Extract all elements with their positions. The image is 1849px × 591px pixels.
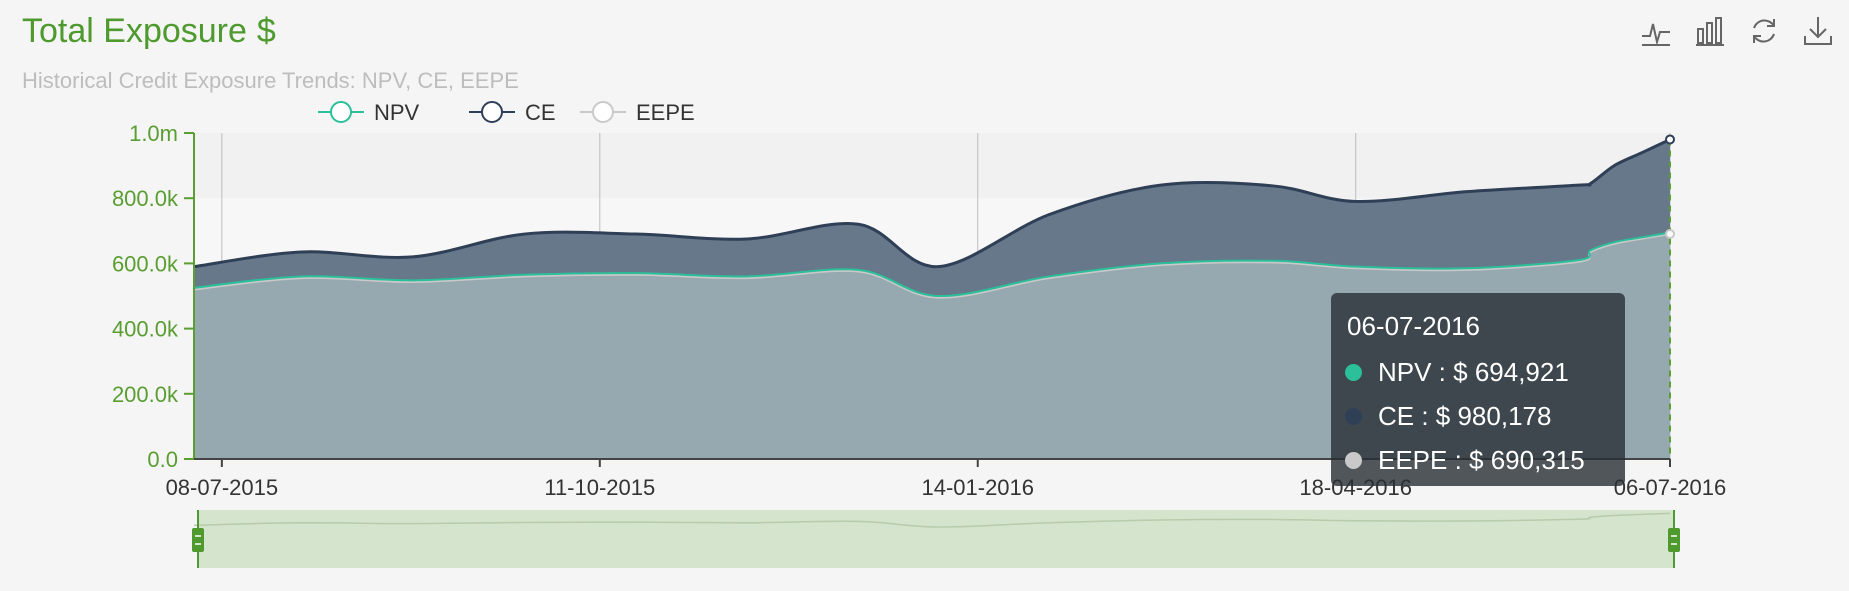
- tooltip-row-eepe: EEPE : $ 690,315: [1341, 445, 1585, 476]
- ce-series-line: [193, 138, 1671, 269]
- page-title: Total Exposure $: [22, 12, 276, 50]
- chart-toolbar: [1639, 14, 1835, 48]
- tooltip: 06-07-2016 NPV : $ 694,921 CE : $ 980,17…: [1331, 293, 1625, 486]
- tooltip-row-ce: CE : $ 980,178: [1341, 401, 1551, 432]
- x-tick-label-1: 11-10-2015: [544, 475, 655, 500]
- chart-subtitle: Historical Credit Exposure Trends: NPV, …: [22, 68, 519, 93]
- legend-npv-label: NPV: [374, 100, 420, 125]
- npv-dot: [1345, 364, 1362, 381]
- plot-band: [194, 133, 1670, 199]
- eepe-hover-marker: [1665, 228, 1675, 239]
- y-tick-label-2: 400.0k: [112, 317, 179, 342]
- ce-hover-marker: [1665, 134, 1675, 145]
- currency-symbol: $: [256, 12, 276, 50]
- line-chart-icon[interactable]: [1639, 14, 1673, 48]
- legend-eepe-marker: [592, 101, 614, 123]
- refresh-icon[interactable]: [1747, 14, 1781, 48]
- y-tick-label-1: 200.0k: [112, 382, 179, 407]
- legend-npv-marker: [330, 101, 352, 123]
- y-tick-label-5: 1.0m: [129, 121, 178, 146]
- npv-series-line: [193, 231, 1671, 298]
- legend-ce-label: CE: [525, 100, 556, 125]
- y-tick-label-0: 0.0: [147, 447, 178, 472]
- tooltip-npv-value: NPV : $ 694,921: [1378, 357, 1569, 387]
- navigator-right-handle[interactable]: [1668, 528, 1680, 552]
- eepe-dot: [1345, 452, 1362, 469]
- tooltip-ce-value: CE : $ 980,178: [1378, 401, 1552, 431]
- tooltip-row-npv: NPV : $ 694,921: [1341, 357, 1569, 388]
- x-tick-label-2: 14-01-2016: [921, 475, 1034, 500]
- legend-ce-marker: [481, 101, 503, 123]
- y-tick-label-4: 800.0k: [112, 186, 179, 211]
- ce-dot: [1345, 408, 1362, 425]
- tooltip-date: 06-07-2016: [1347, 311, 1480, 341]
- legend-eepe-label: EEPE: [636, 100, 695, 125]
- navigator-left-handle[interactable]: [192, 528, 204, 552]
- tooltip-eepe-value: EEPE : $ 690,315: [1378, 445, 1585, 475]
- navigator-window: [198, 510, 1674, 568]
- eepe-area: [194, 233, 1670, 459]
- x-tick-label-4: 06-07-2016: [1614, 475, 1727, 500]
- y-tick-label-3: 600.0k: [112, 251, 179, 276]
- download-icon[interactable]: [1801, 14, 1835, 48]
- x-tick-label-0: 08-07-2015: [166, 475, 279, 500]
- navigator-series-line: [193, 512, 1671, 528]
- bar-chart-icon[interactable]: [1693, 14, 1727, 48]
